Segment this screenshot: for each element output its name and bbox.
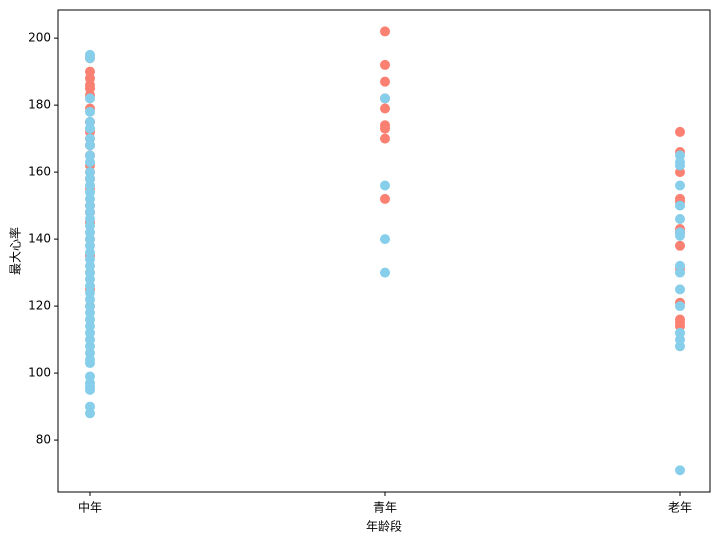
point — [85, 140, 95, 151]
point — [675, 214, 685, 225]
point — [675, 465, 685, 476]
x-tick-label: 老年 — [668, 501, 692, 515]
point — [675, 284, 685, 295]
point — [85, 93, 95, 104]
point — [380, 234, 390, 245]
point — [85, 384, 95, 395]
point — [85, 358, 95, 369]
y-tick-label: 100 — [28, 366, 51, 380]
x-tick-label: 中年 — [78, 500, 102, 515]
point — [675, 267, 685, 278]
point — [675, 341, 685, 352]
point — [85, 408, 95, 419]
x-axis-label: 年龄段 — [366, 519, 402, 534]
x-tick-label: 青年 — [373, 501, 397, 515]
point — [380, 267, 390, 278]
point — [85, 53, 95, 64]
point — [85, 106, 95, 117]
point — [380, 59, 390, 70]
point — [380, 76, 390, 87]
point — [675, 240, 685, 251]
point — [380, 123, 390, 134]
point — [675, 180, 685, 191]
point — [85, 123, 95, 134]
point — [675, 200, 685, 211]
point — [380, 133, 390, 144]
y-tick-label: 180 — [28, 98, 51, 112]
point — [675, 230, 685, 241]
y-tick-label: 80 — [36, 433, 51, 447]
point — [380, 180, 390, 191]
point — [380, 193, 390, 204]
y-tick-label: 200 — [28, 31, 51, 45]
point — [85, 157, 95, 168]
point — [675, 160, 685, 171]
point — [380, 93, 390, 104]
point — [380, 103, 390, 114]
y-tick-label: 120 — [28, 299, 51, 313]
point — [380, 26, 390, 37]
point — [675, 301, 685, 312]
y-tick-label: 140 — [28, 232, 51, 246]
point — [675, 126, 685, 137]
y-tick-label: 160 — [28, 165, 51, 179]
plot-frame — [57, 9, 711, 493]
y-axis-label: 最大心率 — [8, 227, 23, 275]
